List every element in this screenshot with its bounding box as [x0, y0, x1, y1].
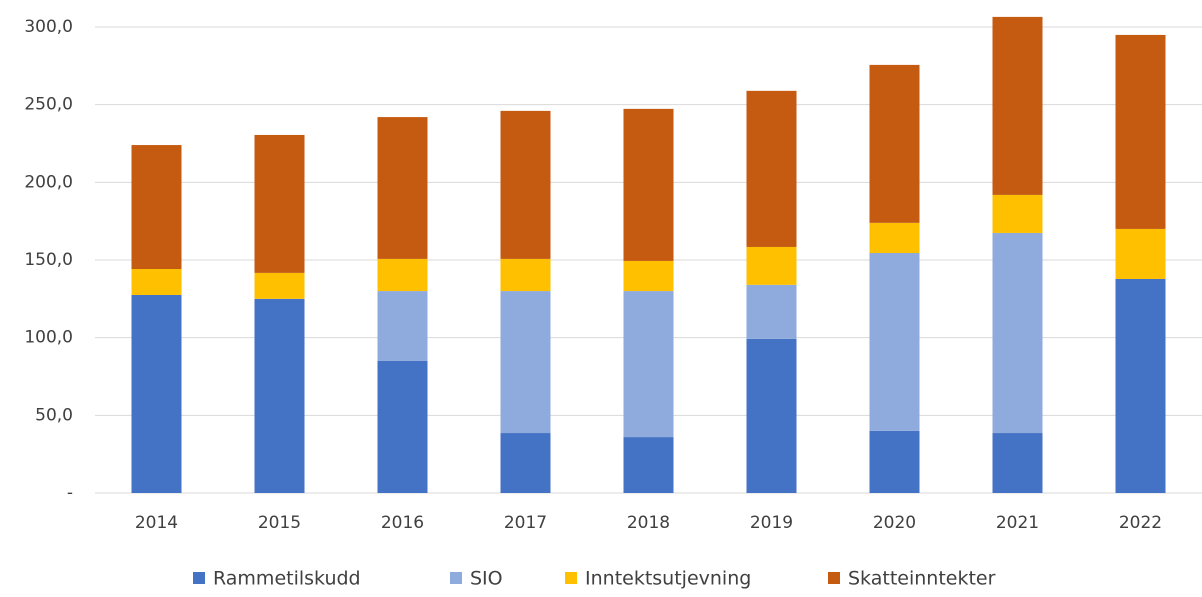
y-tick-label: 100,0	[24, 328, 73, 348]
bar-segment	[746, 338, 797, 493]
bar-segment	[746, 90, 797, 247]
bar-segment	[254, 298, 305, 493]
legend-swatch	[450, 572, 462, 584]
x-tick-label: 2018	[627, 513, 670, 533]
bar-segment	[869, 253, 920, 431]
bar-segment	[377, 291, 428, 361]
bar-segment	[992, 194, 1043, 233]
bar-segment	[1115, 228, 1166, 279]
bar-segment	[131, 294, 182, 493]
legend-label: Skatteinntekter	[848, 568, 996, 590]
bar-segment	[254, 272, 305, 299]
bar-segment	[869, 430, 920, 493]
y-tick-label: 250,0	[24, 95, 73, 115]
x-tick-label: 2016	[381, 513, 424, 533]
bar-segment	[254, 134, 305, 273]
bar-segment	[131, 145, 182, 270]
bar-segment	[992, 16, 1043, 195]
x-tick-label: 2019	[750, 513, 793, 533]
x-tick-label: 2014	[135, 513, 178, 533]
legend-swatch	[828, 572, 840, 584]
bar-segment	[500, 433, 551, 493]
y-tick-label: 50,0	[35, 405, 73, 425]
bar-segment	[746, 246, 797, 285]
x-tick-label: 2017	[504, 513, 547, 533]
legend-swatch	[193, 572, 205, 584]
bar-segment	[377, 117, 428, 259]
bar-segment	[992, 433, 1043, 493]
bar-segment	[992, 232, 1043, 434]
y-tick-label: -	[67, 483, 73, 503]
bar-segment	[869, 222, 920, 254]
bar-segment	[869, 64, 920, 223]
x-tick-label: 2020	[873, 513, 916, 533]
bar-segment	[377, 258, 428, 292]
x-tick-label: 2021	[996, 513, 1039, 533]
y-tick-label: 150,0	[24, 250, 73, 270]
bar-segment	[746, 284, 797, 339]
bar-segment	[623, 291, 674, 438]
bar-segment	[623, 108, 674, 261]
bar-segment	[1115, 34, 1166, 229]
y-tick-label: 300,0	[24, 17, 73, 37]
bar-segment	[500, 291, 551, 434]
x-tick-label: 2015	[258, 513, 301, 533]
bar-segment	[131, 269, 182, 295]
x-tick-label: 2022	[1119, 513, 1162, 533]
bar-segment	[500, 258, 551, 292]
legend-label: SIO	[470, 568, 503, 590]
bar-segment	[623, 437, 674, 493]
bar-segment	[1115, 278, 1166, 493]
y-tick-label: 200,0	[24, 172, 73, 192]
bar-segment	[623, 260, 674, 292]
legend-label: Rammetilskudd	[213, 568, 361, 590]
bar-segment	[500, 110, 551, 259]
legend-label: Inntektsutjevning	[585, 568, 751, 590]
bar-segment	[377, 360, 428, 493]
legend-swatch	[565, 572, 577, 584]
